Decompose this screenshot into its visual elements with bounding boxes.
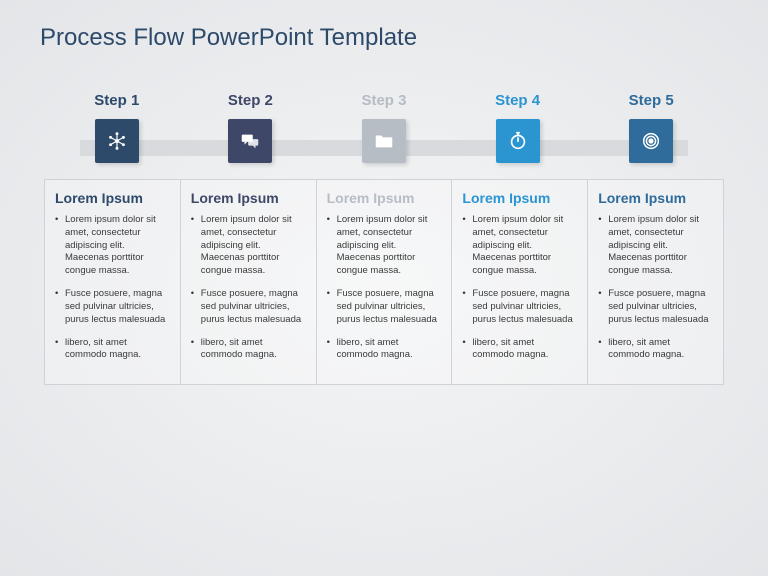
list-item: Fusce posuere, magna sed pulvinar ultric… (598, 288, 713, 326)
step-3: Step 3 (317, 92, 451, 163)
col-1-heading: Lorem Ipsum (55, 190, 170, 206)
step-5-label: Step 5 (629, 92, 674, 109)
network-icon (106, 130, 128, 152)
list-item: libero, sit amet commodo magna. (462, 337, 577, 363)
col-1: Lorem Ipsum Lorem ipsum dolor sit amet, … (45, 180, 181, 384)
step-1: Step 1 (50, 92, 184, 163)
col-3: Lorem Ipsum Lorem ipsum dolor sit amet, … (317, 180, 453, 384)
list-item: Lorem ipsum dolor sit amet, consectetur … (327, 214, 442, 278)
list-item: Lorem ipsum dolor sit amet, consectetur … (191, 214, 306, 278)
list-item: Lorem ipsum dolor sit amet, consectetur … (55, 214, 170, 278)
list-item: Fusce posuere, magna sed pulvinar ultric… (327, 288, 442, 326)
folder-icon (373, 130, 395, 152)
step-1-box (95, 119, 139, 163)
step-3-box (362, 119, 406, 163)
list-item: libero, sit amet commodo magna. (55, 337, 170, 363)
step-2-box (228, 119, 272, 163)
target-icon (640, 130, 662, 152)
page-title: Process Flow PowerPoint Template (40, 24, 728, 52)
col-2-list: Lorem ipsum dolor sit amet, consectetur … (191, 214, 306, 362)
col-3-heading: Lorem Ipsum (327, 190, 442, 206)
list-item: Lorem ipsum dolor sit amet, consectetur … (598, 214, 713, 278)
timeline: Step 1 Step 2 Step 3 Step 4 (50, 92, 718, 163)
col-4-list: Lorem ipsum dolor sit amet, consectetur … (462, 214, 577, 362)
col-5-heading: Lorem Ipsum (598, 190, 713, 206)
step-4: Step 4 (451, 92, 585, 163)
list-item: libero, sit amet commodo magna. (191, 337, 306, 363)
step-2-label: Step 2 (228, 92, 273, 109)
col-2-heading: Lorem Ipsum (191, 190, 306, 206)
chat-icon (239, 130, 261, 152)
step-4-label: Step 4 (495, 92, 540, 109)
col-5: Lorem Ipsum Lorem ipsum dolor sit amet, … (588, 180, 723, 384)
list-item: Lorem ipsum dolor sit amet, consectetur … (462, 214, 577, 278)
step-4-box (496, 119, 540, 163)
col-2: Lorem Ipsum Lorem ipsum dolor sit amet, … (181, 180, 317, 384)
step-5-box (629, 119, 673, 163)
step-2: Step 2 (184, 92, 318, 163)
list-item: Fusce posuere, magna sed pulvinar ultric… (191, 288, 306, 326)
col-4: Lorem Ipsum Lorem ipsum dolor sit amet, … (452, 180, 588, 384)
col-5-list: Lorem ipsum dolor sit amet, consectetur … (598, 214, 713, 362)
col-1-list: Lorem ipsum dolor sit amet, consectetur … (55, 214, 170, 362)
list-item: libero, sit amet commodo magna. (327, 337, 442, 363)
columns: Lorem Ipsum Lorem ipsum dolor sit amet, … (44, 179, 724, 385)
list-item: libero, sit amet commodo magna. (598, 337, 713, 363)
step-5: Step 5 (584, 92, 718, 163)
list-item: Fusce posuere, magna sed pulvinar ultric… (462, 288, 577, 326)
col-4-heading: Lorem Ipsum (462, 190, 577, 206)
list-item: Fusce posuere, magna sed pulvinar ultric… (55, 288, 170, 326)
step-3-label: Step 3 (361, 92, 406, 109)
stopwatch-icon (507, 130, 529, 152)
step-1-label: Step 1 (94, 92, 139, 109)
col-3-list: Lorem ipsum dolor sit amet, consectetur … (327, 214, 442, 362)
